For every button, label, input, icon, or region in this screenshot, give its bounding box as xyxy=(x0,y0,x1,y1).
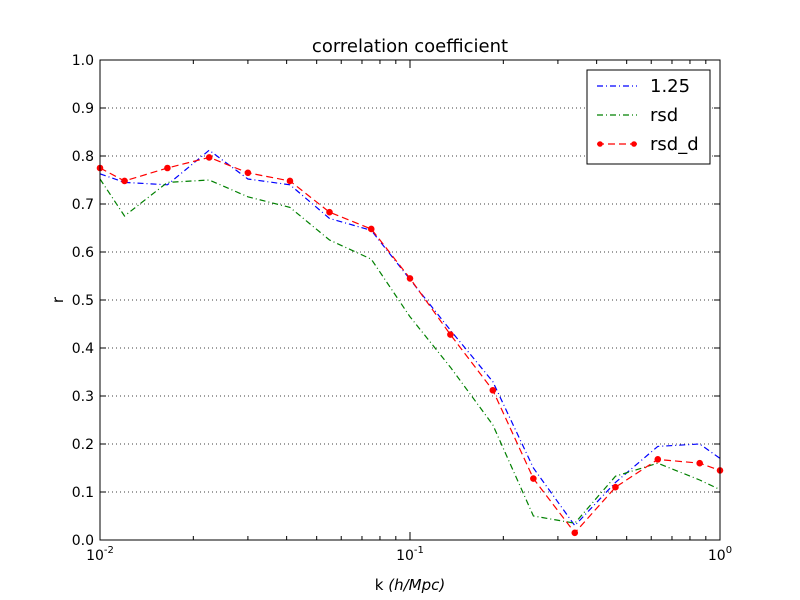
x-tick-label: 10-1 xyxy=(396,545,424,564)
y-tick-label: 0.9 xyxy=(72,101,94,117)
y-tick-label: 0.2 xyxy=(72,437,94,453)
y-tick-label: 0.5 xyxy=(72,293,94,309)
series-line-rsd xyxy=(99,178,721,524)
data-point-rsd_d xyxy=(244,169,252,177)
y-tick-label: 0.0 xyxy=(72,533,94,549)
x-tick-label: 100 xyxy=(708,545,732,564)
data-point-rsd_d xyxy=(447,331,454,338)
series-rsd xyxy=(99,178,721,524)
legend-entry-rsd: rsd xyxy=(597,105,678,126)
x-tick-base: 10 xyxy=(86,548,104,564)
x-tick-label: 10-2 xyxy=(86,545,114,564)
data-point-rsd_d xyxy=(367,225,375,233)
legend-marker xyxy=(597,141,603,147)
x-tick-exponent: 0 xyxy=(726,545,732,556)
y-axis-label: r xyxy=(49,296,67,303)
data-point-rsd_d xyxy=(286,177,294,185)
y-tick-label: 0.3 xyxy=(72,389,94,405)
legend-entry-1.25: 1.25 xyxy=(597,76,690,97)
x-tick-base: 10 xyxy=(396,548,414,564)
legend-marker xyxy=(631,141,637,147)
data-point-rsd_d xyxy=(121,177,128,185)
y-tick-label: 0.6 xyxy=(72,245,94,261)
data-point-rsd_d xyxy=(571,529,579,537)
y-tick-label: 0.4 xyxy=(72,341,94,357)
legend-label: 1.25 xyxy=(650,76,690,97)
legend-label: rsd_d xyxy=(650,134,699,155)
y-tick-label: 0.7 xyxy=(72,197,94,213)
grid xyxy=(100,107,720,493)
y-tick-labels: 0.0 0.1 0.2 0.3 0.4 0.5 0.6 0.7 0.8 0.9 1.0 xyxy=(72,53,94,549)
y-tick-label: 0.1 xyxy=(72,485,94,501)
series-1.25 xyxy=(99,149,721,527)
x-axis-label-units: (h/Mpc) xyxy=(388,576,445,594)
data-point-rsd_d xyxy=(406,275,414,282)
data-point-rsd_d xyxy=(654,456,662,463)
data-point-rsd_d xyxy=(489,386,497,394)
data-point-rsd_d xyxy=(205,154,213,161)
legend-label: rsd xyxy=(650,105,678,126)
series-layer xyxy=(96,149,724,537)
series-line-1.25 xyxy=(99,149,721,527)
data-point-rsd_d xyxy=(326,208,333,216)
x-axis-label: k (h/Mpc) xyxy=(375,576,445,594)
series-rsd_d xyxy=(96,154,724,537)
x-tick-labels: 10-2 10-1 100 xyxy=(86,545,732,564)
series-line-rsd_d xyxy=(99,156,721,534)
legend-box xyxy=(586,69,711,165)
x-tick-base: 10 xyxy=(708,548,726,564)
y-tick-label: 1.0 xyxy=(72,53,94,69)
x-tick-exponent: -1 xyxy=(414,545,424,556)
y-tick-label: 0.8 xyxy=(72,149,94,165)
data-point-rsd_d xyxy=(164,164,171,172)
x-tick-exponent: -2 xyxy=(104,545,114,556)
data-point-rsd_d xyxy=(530,475,537,482)
chart-title: correlation coefficient xyxy=(312,36,508,57)
data-point-rsd_d xyxy=(696,459,703,467)
x-axis-label-base: k xyxy=(375,576,388,594)
data-point-rsd_d xyxy=(612,483,619,491)
legend: 1.25 rsd rsd_d xyxy=(586,69,711,165)
legend-entry-rsd_d: rsd_d xyxy=(597,134,699,155)
axis-ticks xyxy=(99,59,721,541)
